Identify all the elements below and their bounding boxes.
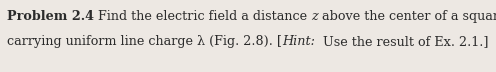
- Text: Find the electric field a distance: Find the electric field a distance: [94, 10, 311, 23]
- Text: Problem 2.4: Problem 2.4: [7, 10, 94, 23]
- Text: Hint:: Hint:: [282, 35, 315, 48]
- Text: above the center of a square loop (side: above the center of a square loop (side: [318, 10, 496, 23]
- Text: z: z: [311, 10, 318, 23]
- Text: carrying uniform line charge λ (Fig. 2.8). [: carrying uniform line charge λ (Fig. 2.8…: [7, 35, 282, 48]
- Text: Use the result of Ex. 2.1.]: Use the result of Ex. 2.1.]: [315, 35, 489, 48]
